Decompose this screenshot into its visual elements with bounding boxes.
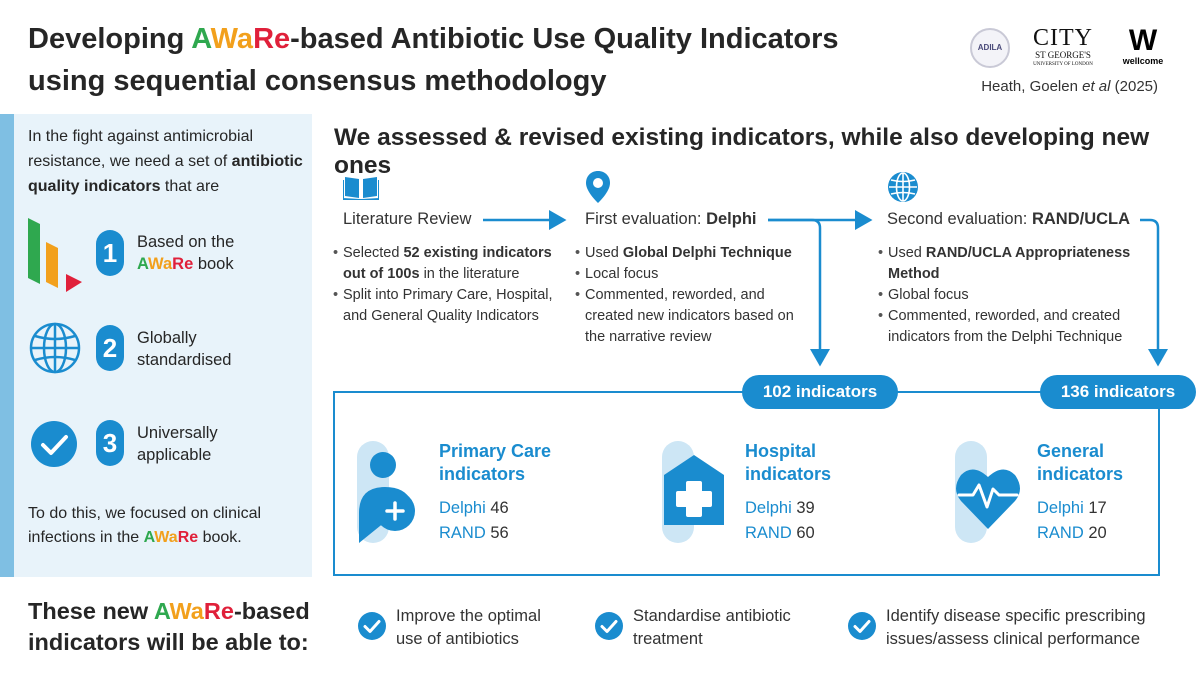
globe-icon	[29, 322, 81, 374]
step-first-evaluation: First evaluation: Delphi	[585, 210, 757, 228]
bullets-literature-review: Selected 52 existing indicators out of 1…	[333, 243, 558, 327]
adila-logo: ADILA	[970, 28, 1010, 68]
primary-care-icon	[357, 441, 415, 543]
bullets-second-evaluation: Used RAND/UCLA Appropriateness Method Gl…	[878, 243, 1143, 348]
check-circle-icon	[595, 612, 623, 640]
bullet: Used Global Delphi Technique	[575, 243, 795, 264]
bullet: Global focus	[878, 285, 1143, 306]
category-hospital: Hospital indicators Delphi 39 RAND 60	[745, 441, 832, 542]
outcome-1: Improve the optimal use of antibiotics	[396, 607, 541, 648]
item-number-3: 3	[96, 420, 124, 466]
item-text-3: Universally applicable	[137, 424, 218, 464]
location-pin-icon	[586, 171, 610, 203]
check-circle-icon	[848, 612, 876, 640]
page-title: Developing AWaRe-based Antibiotic Use Qu…	[28, 23, 839, 97]
aware-wa: Wa	[210, 23, 254, 55]
item-text-2: Globally standardised	[137, 329, 232, 369]
step-second-evaluation: Second evaluation: RAND/UCLA	[887, 210, 1131, 228]
hospital-icon	[662, 441, 724, 543]
item-text-1: Based on the AWaRe book	[137, 233, 235, 273]
category-general: General indicators Delphi 17 RAND 20	[1037, 441, 1124, 542]
bullets-first-evaluation: Used Global Delphi Technique Local focus…	[575, 243, 795, 348]
globe-small-icon	[888, 172, 918, 202]
left-accent-bar	[0, 114, 14, 577]
bullet: Split into Primary Care, Hospital, and G…	[333, 285, 558, 327]
check-circle-icon	[358, 612, 386, 640]
bottom-heading: These new AWaRe-based indicators will be…	[28, 598, 310, 655]
main-heading: We assessed & revised existing indicator…	[334, 124, 1150, 179]
pill-136-indicators: 136 indicators	[1040, 375, 1196, 409]
wellcome-logo: W wellcome	[1122, 24, 1164, 67]
heart-pulse-icon	[955, 441, 1020, 543]
partner-logos: ADILA CITY ST GEORGE'S UNIVERSITY OF LON…	[970, 26, 1170, 72]
aware-a: A	[191, 23, 211, 55]
bullet: Commented, reworded, and created new ind…	[575, 285, 795, 348]
aware-re: Re	[253, 23, 291, 55]
step-literature-review: Literature Review	[343, 210, 472, 228]
citation: Heath, Goelen et al (2025)	[981, 78, 1158, 95]
bullet: Selected 52 existing indicators out of 1…	[333, 243, 558, 285]
city-logo: CITY ST GEORGE'S UNIVERSITY OF LONDON	[1033, 25, 1093, 67]
left-outro: To do this, we focused on clinical infec…	[28, 505, 262, 546]
bullet: Commented, reworded, and created indicat…	[878, 306, 1143, 348]
arrow-rand-down	[1140, 218, 1168, 367]
outcome-2: Standardise antibiotic treatment	[633, 607, 791, 648]
item-number-1: 1	[96, 230, 124, 276]
book-icon	[343, 177, 379, 200]
pill-102-indicators: 102 indicators	[742, 375, 898, 409]
category-primary-care: Primary Care indicators Delphi 46 RAND 5…	[439, 441, 552, 542]
check-circle-icon	[31, 421, 77, 467]
aware-book-icon	[28, 218, 82, 292]
arrow-delphi-down	[768, 218, 830, 367]
bullet: Used RAND/UCLA Appropriateness Method	[878, 243, 1143, 285]
bullet: Local focus	[575, 264, 795, 285]
left-panel	[0, 114, 312, 577]
outcome-3: Identify disease specific prescribing is…	[886, 607, 1146, 648]
item-number-2: 2	[96, 325, 124, 371]
left-intro: In the fight against antimicrobial resis…	[28, 128, 303, 195]
